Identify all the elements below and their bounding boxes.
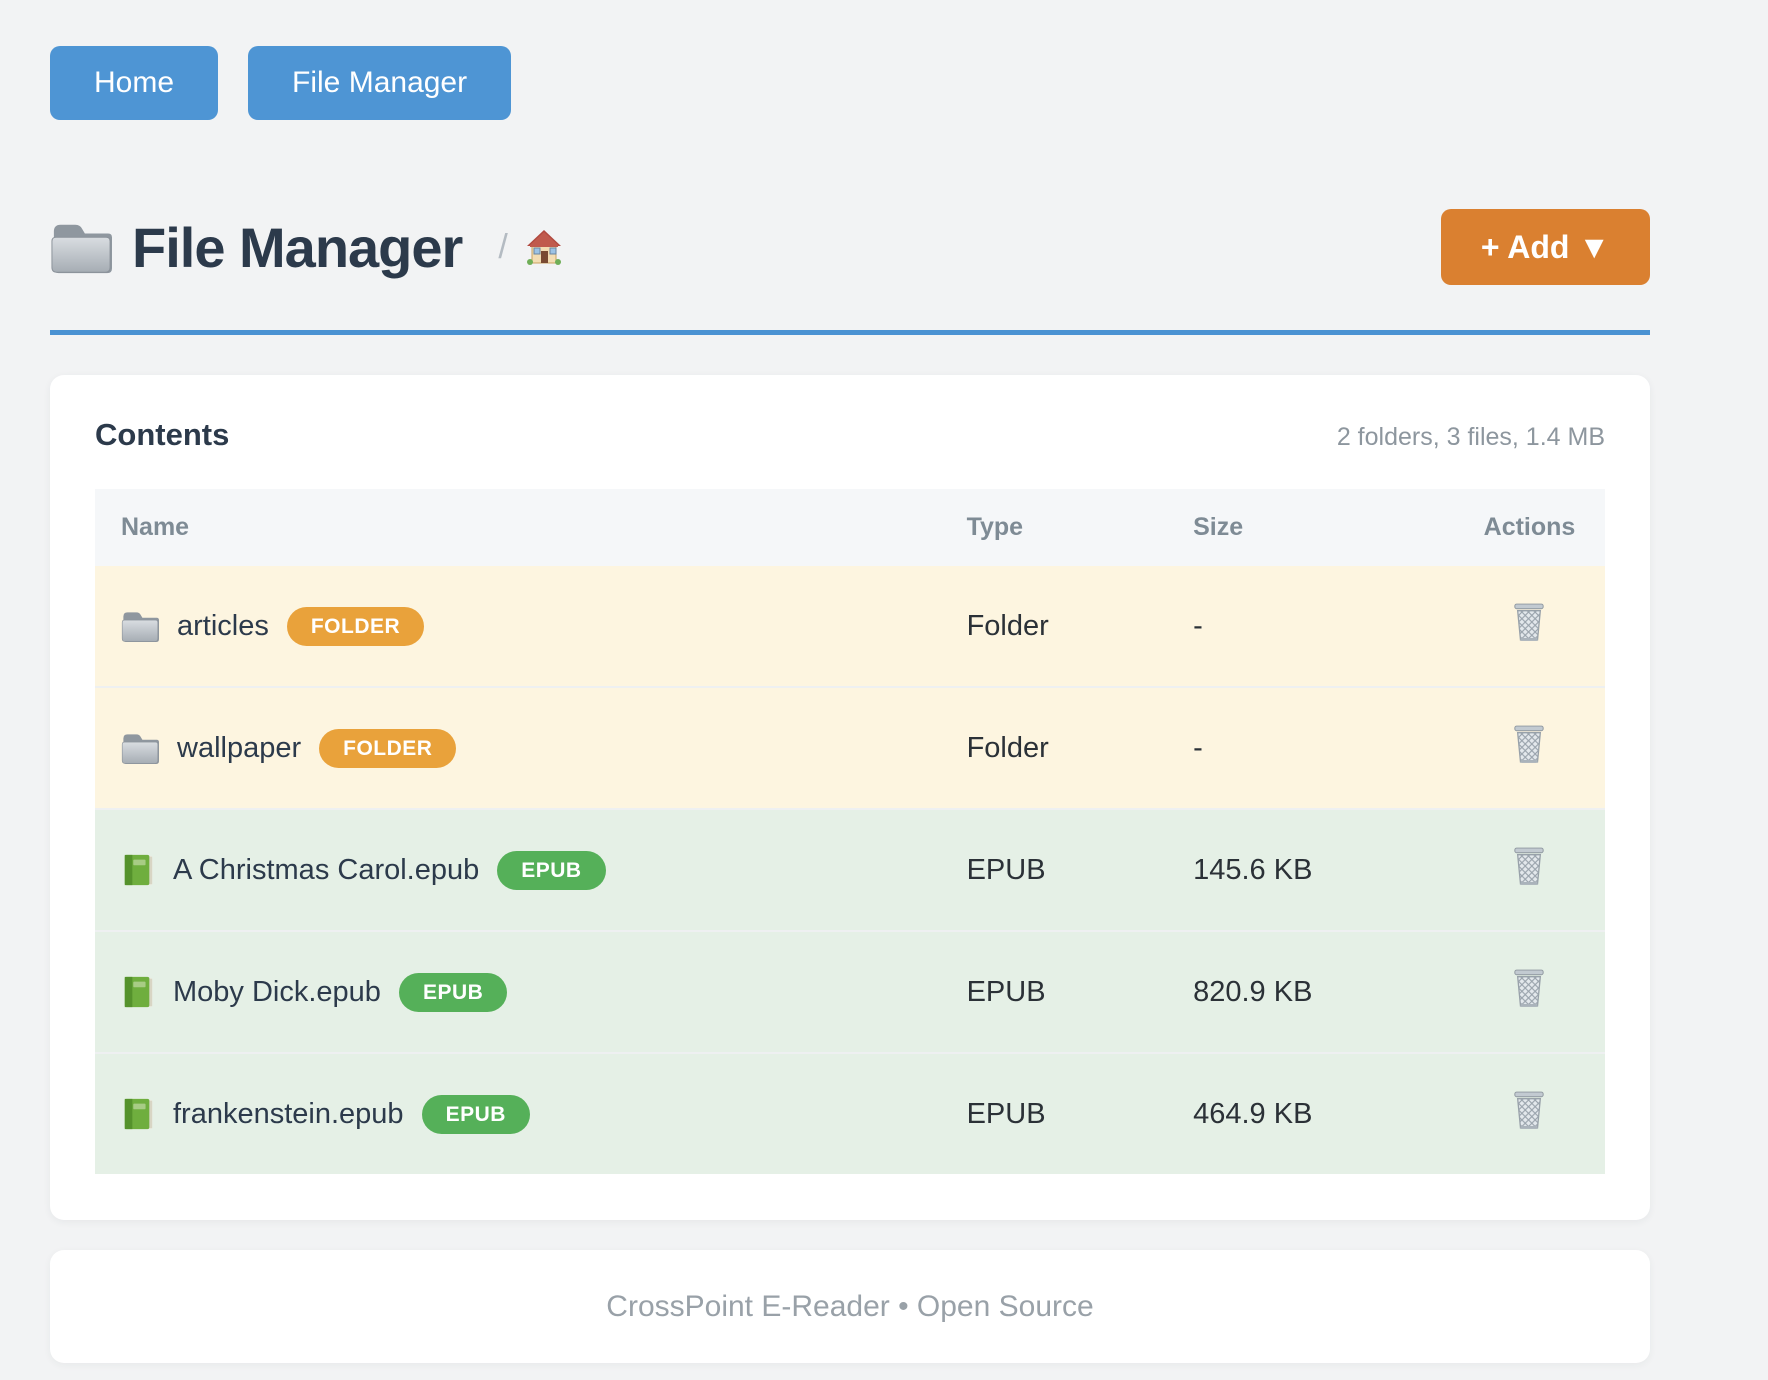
folder-icon bbox=[50, 219, 112, 275]
contents-card: Contents 2 folders, 3 files, 1.4 MB Name… bbox=[50, 375, 1650, 1220]
delete-button[interactable] bbox=[1512, 602, 1546, 642]
page-title: File Manager bbox=[132, 215, 463, 279]
column-header-name: Name bbox=[95, 489, 941, 566]
trash-icon bbox=[1512, 1090, 1546, 1130]
name-cell: articles FOLDER bbox=[121, 606, 915, 646]
page: Home File Manager File Manager / + Add ▼… bbox=[50, 0, 1650, 1363]
house-icon[interactable] bbox=[524, 227, 564, 267]
footer-text: CrossPoint E-Reader • Open Source bbox=[606, 1289, 1094, 1323]
contents-table: Name Type Size Actions articles FOLDER F… bbox=[95, 489, 1605, 1174]
name-cell: A Christmas Carol.epub EPUB bbox=[121, 850, 915, 890]
type-cell: EPUB bbox=[940, 930, 1168, 1053]
contents-heading: Contents bbox=[95, 417, 230, 452]
table-row: frankenstein.epub EPUB EPUB 464.9 KB bbox=[95, 1052, 1605, 1174]
size-cell: - bbox=[1167, 566, 1454, 687]
table-row: Moby Dick.epub EPUB EPUB 820.9 KB bbox=[95, 930, 1605, 1053]
column-header-type: Type bbox=[940, 489, 1168, 566]
column-header-size: Size bbox=[1167, 489, 1454, 566]
book-icon bbox=[121, 852, 155, 888]
size-cell: - bbox=[1167, 686, 1454, 809]
type-badge: FOLDER bbox=[319, 728, 457, 768]
delete-button[interactable] bbox=[1512, 1090, 1546, 1130]
book-icon bbox=[121, 974, 155, 1010]
size-cell: 820.9 KB bbox=[1167, 930, 1454, 1053]
type-badge: EPUB bbox=[497, 850, 606, 890]
page-header: File Manager / + Add ▼ bbox=[50, 206, 1650, 288]
name-cell: Moby Dick.epub EPUB bbox=[121, 972, 915, 1012]
trash-icon bbox=[1512, 846, 1546, 886]
delete-button[interactable] bbox=[1512, 846, 1546, 886]
file-name[interactable]: Moby Dick.epub bbox=[173, 975, 381, 1008]
type-cell: EPUB bbox=[940, 808, 1168, 931]
table-row: wallpaper FOLDER Folder - bbox=[95, 686, 1605, 809]
footer: CrossPoint E-Reader • Open Source bbox=[50, 1250, 1650, 1363]
type-cell: EPUB bbox=[940, 1052, 1168, 1174]
file-name[interactable]: wallpaper bbox=[177, 731, 302, 764]
size-cell: 464.9 KB bbox=[1167, 1052, 1454, 1174]
table-row: A Christmas Carol.epub EPUB EPUB 145.6 K… bbox=[95, 808, 1605, 931]
trash-icon bbox=[1512, 724, 1546, 764]
table-body: articles FOLDER Folder - wallpaper FOLDE… bbox=[95, 566, 1605, 1174]
delete-button[interactable] bbox=[1512, 724, 1546, 764]
trash-icon bbox=[1512, 968, 1546, 1008]
file-name[interactable]: A Christmas Carol.epub bbox=[173, 853, 480, 886]
nav-file-manager-button[interactable]: File Manager bbox=[248, 46, 512, 120]
table-header: Name Type Size Actions bbox=[95, 489, 1605, 566]
type-badge: EPUB bbox=[421, 1094, 530, 1134]
nav-home-button[interactable]: Home bbox=[50, 46, 219, 120]
contents-summary: 2 folders, 3 files, 1.4 MB bbox=[1336, 423, 1605, 451]
type-cell: Folder bbox=[940, 566, 1168, 687]
name-cell: wallpaper FOLDER bbox=[121, 728, 915, 768]
name-cell: frankenstein.epub EPUB bbox=[121, 1094, 915, 1134]
add-button[interactable]: + Add ▼ bbox=[1440, 209, 1650, 285]
size-cell: 145.6 KB bbox=[1167, 808, 1454, 931]
book-icon bbox=[121, 1096, 155, 1132]
file-name[interactable]: articles bbox=[177, 609, 269, 642]
trash-icon bbox=[1512, 602, 1546, 642]
breadcrumb-separator: / bbox=[498, 227, 508, 266]
folder-icon bbox=[121, 609, 159, 643]
folder-icon bbox=[121, 731, 159, 765]
top-navbar: Home File Manager bbox=[50, 46, 1650, 120]
contents-card-header: Contents 2 folders, 3 files, 1.4 MB bbox=[95, 417, 1605, 453]
type-badge: EPUB bbox=[398, 972, 508, 1012]
column-header-actions: Actions bbox=[1453, 489, 1605, 566]
table-row: articles FOLDER Folder - bbox=[95, 566, 1605, 687]
type-cell: Folder bbox=[940, 686, 1168, 809]
breadcrumb: / bbox=[498, 227, 563, 267]
accent-divider bbox=[50, 330, 1650, 335]
type-badge: FOLDER bbox=[286, 606, 425, 646]
delete-button[interactable] bbox=[1512, 968, 1546, 1008]
file-name[interactable]: frankenstein.epub bbox=[173, 1097, 404, 1130]
